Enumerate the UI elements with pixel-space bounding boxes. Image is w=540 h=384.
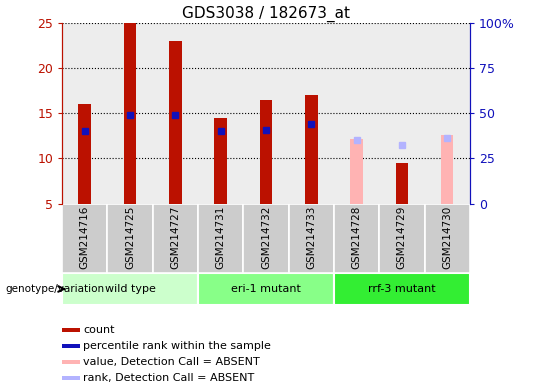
Text: GSM214728: GSM214728 — [352, 205, 362, 269]
Bar — [62, 23, 107, 204]
Bar — [334, 273, 470, 305]
Text: GSM214727: GSM214727 — [170, 205, 180, 269]
Bar — [198, 23, 244, 204]
Bar — [62, 360, 80, 364]
Bar — [198, 273, 334, 305]
Text: GSM214733: GSM214733 — [306, 205, 316, 269]
Text: GSM214725: GSM214725 — [125, 205, 135, 269]
Bar — [305, 95, 318, 204]
Bar — [424, 23, 470, 204]
Bar — [62, 344, 80, 348]
Bar — [107, 23, 153, 204]
Bar — [288, 204, 334, 273]
Bar — [260, 100, 272, 204]
Bar — [395, 163, 408, 204]
Bar — [62, 376, 80, 379]
Text: GSM214729: GSM214729 — [397, 205, 407, 269]
Bar — [62, 328, 80, 332]
Bar — [169, 41, 181, 204]
Bar — [379, 23, 424, 204]
Bar — [244, 23, 288, 204]
Bar — [198, 204, 244, 273]
Bar — [334, 204, 379, 273]
Bar — [153, 204, 198, 273]
Text: rank, Detection Call = ABSENT: rank, Detection Call = ABSENT — [83, 373, 254, 383]
Title: GDS3038 / 182673_at: GDS3038 / 182673_at — [182, 5, 350, 22]
Text: value, Detection Call = ABSENT: value, Detection Call = ABSENT — [83, 357, 260, 367]
Bar — [379, 204, 424, 273]
Bar — [334, 23, 379, 204]
Bar — [350, 139, 363, 204]
Text: GSM214732: GSM214732 — [261, 205, 271, 269]
Bar — [441, 135, 454, 204]
Bar — [244, 204, 288, 273]
Text: percentile rank within the sample: percentile rank within the sample — [83, 341, 271, 351]
Text: genotype/variation: genotype/variation — [5, 284, 105, 294]
Bar — [124, 23, 137, 204]
Text: GSM214730: GSM214730 — [442, 205, 452, 269]
Text: rrf-3 mutant: rrf-3 mutant — [368, 284, 436, 294]
Text: GSM214731: GSM214731 — [215, 205, 226, 269]
Bar — [78, 104, 91, 204]
Text: GSM214716: GSM214716 — [80, 205, 90, 269]
Bar — [107, 204, 153, 273]
Text: eri-1 mutant: eri-1 mutant — [231, 284, 301, 294]
Bar — [62, 204, 107, 273]
Text: wild type: wild type — [105, 284, 156, 294]
Bar — [214, 118, 227, 204]
Bar — [424, 204, 470, 273]
Bar — [62, 273, 198, 305]
Bar — [153, 23, 198, 204]
Bar — [288, 23, 334, 204]
Text: count: count — [83, 325, 114, 335]
